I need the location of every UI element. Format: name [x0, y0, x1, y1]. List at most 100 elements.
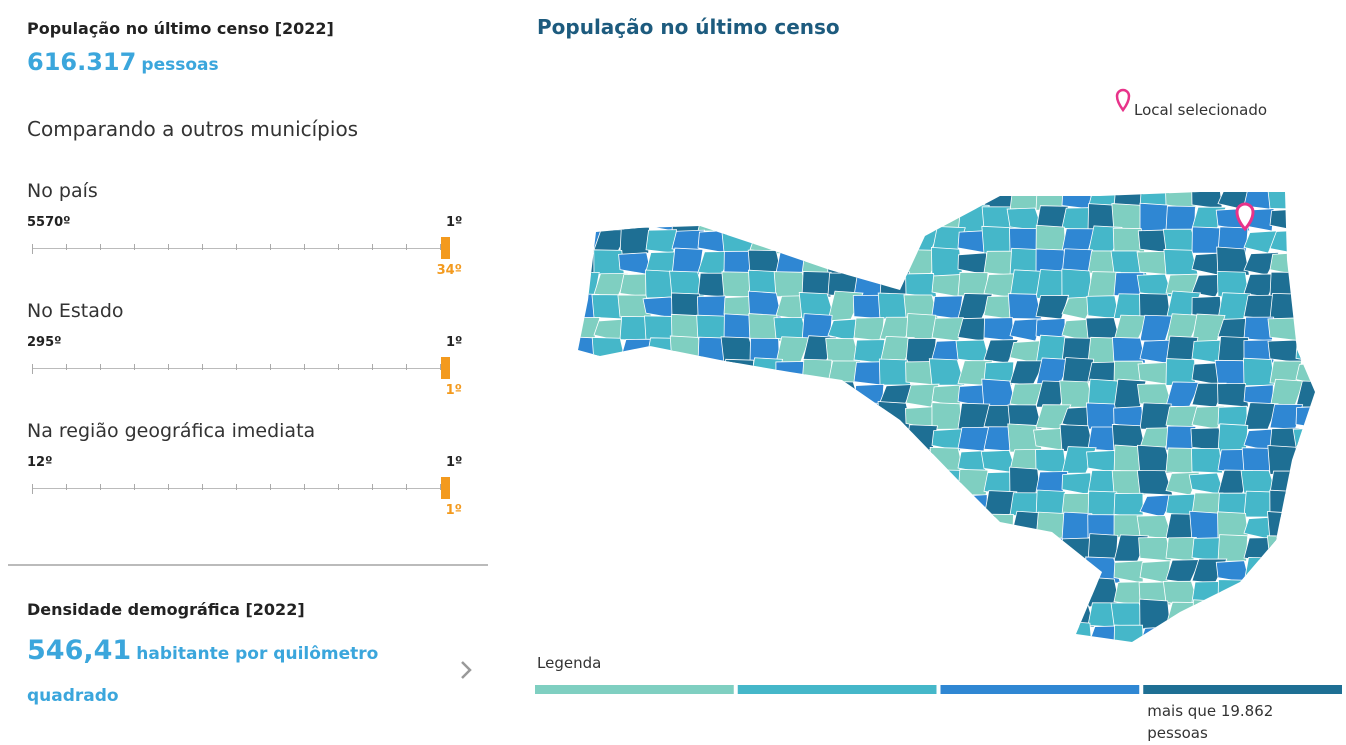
municipality: [593, 490, 625, 518]
municipality: [1243, 537, 1278, 562]
municipality: [697, 230, 728, 254]
municipality: [645, 208, 676, 232]
municipality: [983, 535, 1018, 562]
density-unit: habitante por quilômetro quadrado: [27, 644, 379, 706]
municipality: [1191, 558, 1228, 584]
municipality: [1166, 645, 1196, 671]
slider-tick: [134, 364, 135, 370]
municipality: [905, 383, 940, 408]
municipality: [800, 192, 834, 210]
municipality: [1009, 578, 1043, 606]
municipality: [1113, 492, 1144, 518]
municipality: [1061, 406, 1097, 430]
municipality: [578, 492, 598, 518]
municipality: [1243, 208, 1275, 232]
municipality: [800, 626, 834, 642]
municipality: [1295, 621, 1315, 642]
municipality: [1008, 646, 1041, 671]
municipality: [593, 405, 628, 430]
municipality: [644, 535, 678, 562]
slider-tick: [66, 364, 67, 370]
municipality: [1294, 273, 1315, 298]
municipality: [1216, 602, 1250, 628]
municipality: [1139, 202, 1171, 234]
municipality: [749, 600, 781, 628]
municipality: [671, 203, 703, 233]
municipality: [1061, 318, 1095, 342]
municipality: [669, 515, 705, 540]
municipality: [1241, 447, 1277, 474]
municipality: [723, 577, 756, 607]
municipality: [853, 489, 886, 519]
municipality: [1191, 581, 1224, 606]
municipality: [1269, 252, 1302, 276]
municipality: [645, 578, 676, 606]
legend-swatch: [535, 685, 734, 694]
municipality: [747, 423, 783, 453]
municipality: [1061, 228, 1095, 254]
municipality: [1243, 598, 1276, 630]
municipality: [957, 450, 990, 474]
municipality: [670, 625, 704, 642]
municipality: [853, 202, 885, 234]
municipality: [775, 203, 810, 233]
municipality: [1191, 492, 1224, 518]
municipality: [879, 537, 913, 562]
municipality: [981, 206, 1017, 232]
slider-tick: [304, 364, 305, 370]
municipality: [983, 603, 1015, 628]
municipality: [1035, 224, 1067, 256]
municipality: [775, 295, 811, 320]
municipality: [720, 336, 758, 364]
municipality: [775, 449, 812, 474]
municipality: [619, 493, 650, 518]
municipality: [931, 402, 963, 430]
municipality: [957, 582, 988, 606]
municipality: [645, 269, 677, 299]
municipality: [1035, 205, 1069, 232]
municipality: [1061, 446, 1097, 474]
municipality: [905, 492, 937, 518]
municipality: [879, 428, 914, 452]
municipality: [645, 447, 680, 474]
municipality: [1113, 624, 1144, 642]
legend: mais que 19.862 pessoas: [535, 685, 1342, 742]
municipality: [981, 225, 1017, 255]
municipality: [722, 404, 757, 430]
municipality: [879, 192, 911, 210]
municipality: [775, 560, 806, 584]
municipality: [1243, 339, 1275, 364]
municipality: [1035, 334, 1070, 366]
slider-tick: [202, 244, 203, 250]
municipality: [1035, 404, 1072, 430]
municipality: [592, 468, 626, 496]
municipality: [697, 560, 731, 584]
municipality: [1035, 380, 1072, 408]
municipality: [1087, 271, 1121, 298]
ranking-position: 34º: [436, 263, 462, 278]
municipality: [1216, 271, 1250, 298]
municipality: [1009, 247, 1041, 277]
population-value: 616.317: [27, 48, 137, 76]
municipality: [723, 192, 756, 210]
municipality: [774, 425, 808, 452]
municipality: [1295, 295, 1315, 320]
municipality: [578, 336, 602, 364]
municipality: [1061, 620, 1093, 642]
municipality: [578, 358, 600, 386]
municipality: [694, 449, 732, 474]
slider-tick: [440, 364, 441, 370]
municipality: [1165, 335, 1199, 365]
municipality: [1294, 559, 1315, 584]
municipality: [1243, 357, 1275, 387]
municipality: [983, 404, 1018, 430]
municipality: [1086, 450, 1120, 474]
municipality: [775, 599, 809, 629]
municipality: [1293, 600, 1315, 628]
legend-label: mais que 19.862 pessoas: [1147, 702, 1273, 742]
municipality: [670, 427, 704, 452]
municipality: [827, 272, 859, 298]
municipality: [1165, 471, 1201, 496]
chevron[interactable]: [458, 660, 474, 680]
municipality: [1088, 648, 1123, 671]
